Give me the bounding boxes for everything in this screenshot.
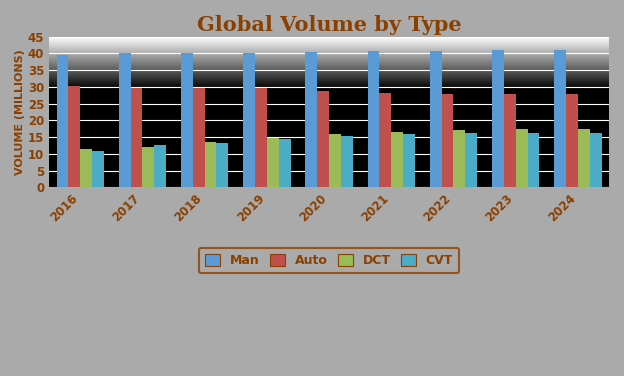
Bar	[590, 133, 602, 187]
Bar	[267, 138, 279, 187]
Bar	[142, 147, 154, 187]
Bar	[92, 150, 104, 187]
Bar	[217, 143, 228, 187]
Bar	[454, 130, 466, 187]
Bar	[442, 94, 454, 187]
Bar	[80, 149, 92, 187]
Bar	[130, 88, 142, 187]
Bar	[403, 135, 415, 187]
Bar	[566, 94, 578, 187]
Bar	[255, 88, 267, 187]
Bar	[193, 88, 205, 187]
Bar	[154, 144, 166, 187]
Bar	[57, 55, 69, 187]
Bar	[578, 129, 590, 187]
Bar	[329, 134, 341, 187]
Bar	[305, 52, 317, 187]
Bar	[527, 133, 539, 187]
Legend: Man, Auto, DCT, CVT: Man, Auto, DCT, CVT	[199, 248, 459, 273]
Bar	[504, 94, 515, 187]
Bar	[317, 91, 329, 187]
Bar	[466, 133, 477, 187]
Bar	[554, 50, 566, 187]
Bar	[379, 92, 391, 187]
Bar	[368, 51, 379, 187]
Bar	[341, 136, 353, 187]
Bar	[430, 51, 442, 187]
Bar	[515, 129, 527, 187]
Bar	[69, 86, 80, 187]
Bar	[181, 53, 193, 187]
Bar	[205, 142, 217, 187]
Y-axis label: VOLUME (MILLIONS): VOLUME (MILLIONS)	[15, 49, 25, 175]
Title: Global Volume by Type: Global Volume by Type	[197, 15, 461, 35]
Bar	[391, 132, 403, 187]
Bar	[119, 53, 130, 187]
Bar	[243, 53, 255, 187]
Bar	[492, 50, 504, 187]
Bar	[279, 139, 291, 187]
